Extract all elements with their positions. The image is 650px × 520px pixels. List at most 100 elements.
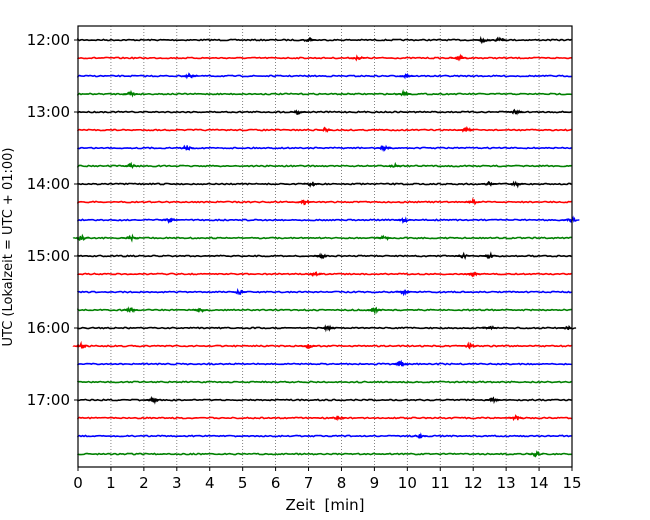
event-burst [464,271,481,278]
trace-13:30 [77,144,572,153]
event-burst [527,450,544,458]
trace-line [77,416,572,420]
event-burst [559,325,577,331]
y-tick-label: 12:00 [27,31,70,49]
trace-line [77,218,572,222]
event-burst [72,233,89,242]
trace-line [77,56,572,60]
trace-17:45 [77,450,572,458]
trace-line [77,236,572,240]
y-tick-label: 16:00 [27,319,70,337]
event-burst [298,343,316,350]
trace-15:45 [77,306,572,315]
trace-14:45 [72,233,572,243]
trace-16:00 [77,324,577,333]
event-burst [305,271,323,277]
trace-12:00 [77,35,572,45]
x-tick-label: 3 [172,474,182,492]
event-burst [393,88,412,97]
trace-16:45 [77,380,572,384]
x-tick-label: 7 [304,474,314,492]
x-tick-label: 9 [370,474,380,492]
event-burst [316,126,333,133]
trace-line [77,146,572,150]
event-burst [489,36,507,42]
trace-line [77,74,572,78]
trace-13:00 [77,108,572,116]
x-axis: 0 1 2 3 4 5 6 7 8 9 10 11 12 13 14 15 [73,467,582,492]
y-tick-label: 14:00 [27,175,70,193]
event-burst [457,125,475,133]
event-burst [298,37,316,43]
trace-16:15 [72,340,572,350]
x-tick-label: 2 [139,474,149,492]
x-tick-label: 1 [106,474,116,492]
event-burst [399,72,415,80]
event-burst [122,306,139,313]
trace-line [77,452,572,456]
event-burst [455,251,471,261]
trace-16:30 [77,359,572,368]
y-tick-label: 15:00 [27,247,70,265]
x-tick-label: 11 [431,474,450,492]
trace-12:30 [77,72,572,80]
event-burst [303,181,320,188]
event-burst [464,197,481,206]
event-burst [394,216,412,224]
event-burst [484,396,501,405]
trace-line [77,344,572,348]
event-burst [474,35,491,45]
trace-line [77,380,572,384]
x-tick-label: 12 [464,474,483,492]
event-burst [313,252,330,260]
event-burst [481,251,498,260]
y-axis-label: UTC (Lokalzeit = UTC + 01:00) [1,148,16,347]
event-burst [181,72,198,80]
traces [72,35,580,458]
event-burst [506,414,524,422]
event-burst [395,289,412,297]
trace-line [77,362,572,366]
event-burst [450,53,468,62]
plot-frame [77,25,573,468]
event-burst [375,234,392,241]
event-burst [506,108,524,116]
trace-13:15 [77,125,572,133]
x-tick-label: 14 [530,474,549,492]
x-tick-label: 0 [73,474,83,492]
event-burst [460,341,478,350]
x-tick-label: 10 [398,474,417,492]
y-tick-label: 13:00 [27,103,70,121]
event-burst [330,415,346,422]
trace-line [77,200,572,204]
event-burst [481,325,498,331]
event-burst [191,307,208,313]
event-burst [122,89,139,98]
trace-12:45 [77,88,572,98]
event-burst [178,144,195,151]
trace-line [77,272,572,276]
trace-line [77,110,572,114]
y-axis: 12:00 13:00 14:00 15:00 16:00 17:00 [27,31,78,409]
trace-17:00 [77,395,572,405]
trace-line [77,92,572,96]
trace-17:30 [77,432,572,440]
trace-15:15 [77,271,572,278]
event-burst [385,161,402,169]
event-burst [348,54,366,62]
event-burst [122,161,139,170]
trace-line [77,182,572,186]
trace-17:15 [77,414,572,422]
trace-line [77,164,572,168]
trace-line [77,434,572,438]
trace-14:15 [77,197,572,206]
event-burst [375,144,392,153]
event-burst [290,109,307,115]
event-burst [392,359,409,368]
event-burst [506,180,524,189]
trace-13:45 [77,161,572,170]
trace-line [77,308,572,312]
event-burst [72,340,89,349]
event-burst [563,215,580,223]
event-burst [122,233,139,243]
